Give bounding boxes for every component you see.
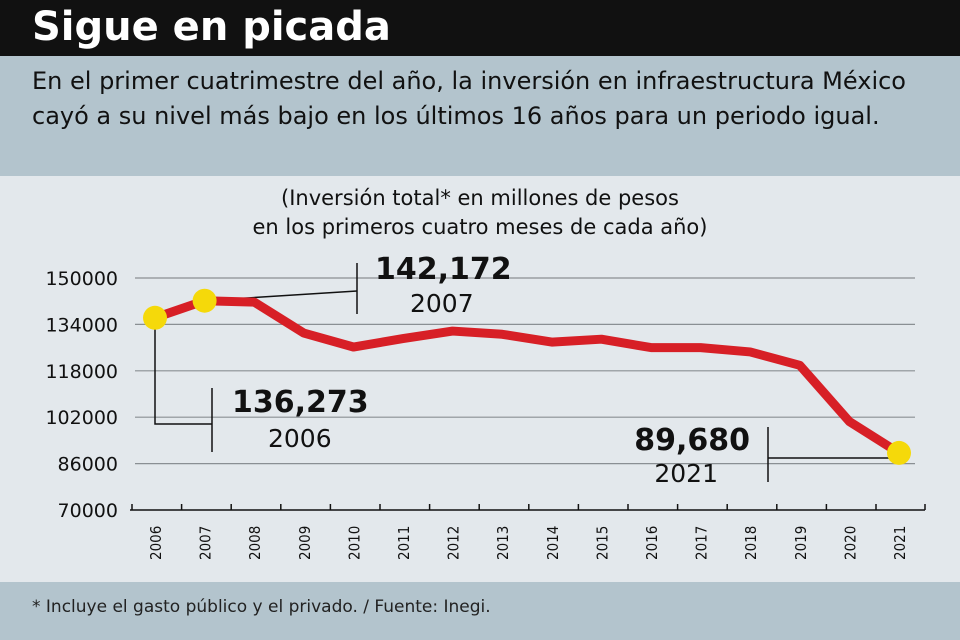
chart-title: Sigue en picada (32, 4, 391, 50)
x-tick-label: 2013 (494, 526, 512, 560)
annotation-year: 2007 (410, 289, 474, 318)
annotation-value: 89,680 (634, 423, 750, 458)
x-tick-label: 2007 (197, 526, 215, 560)
annotation-value: 136,273 (232, 385, 369, 420)
x-tick-label: 2014 (544, 526, 562, 560)
x-tick-label: 2015 (593, 526, 611, 560)
x-tick-label: 2016 (643, 526, 661, 560)
title-bar (0, 0, 960, 56)
chart-subtitle: En el primer cuatrimestre del año, la in… (32, 67, 906, 130)
data-marker (887, 440, 911, 465)
series-line (153, 296, 902, 457)
units-line-2: en los primeros cuatro meses de cada año… (252, 215, 708, 239)
y-tick-label: 102000 (45, 407, 118, 429)
y-tick-label: 118000 (45, 361, 118, 383)
annotation-year: 2021 (654, 459, 718, 488)
y-tick-label: 86000 (58, 454, 118, 476)
x-tick-label: 2017 (693, 526, 711, 560)
x-tick-label: 2006 (147, 526, 165, 560)
x-tick-label: 2012 (445, 526, 463, 560)
annotation-value: 142,172 (375, 252, 512, 287)
x-tick-label: 2019 (792, 526, 810, 560)
y-tick-label: 134000 (45, 314, 118, 336)
footer-band (0, 582, 960, 640)
x-tick-label: 2020 (841, 526, 859, 560)
data-marker (192, 288, 217, 313)
x-tick-label: 2009 (296, 526, 314, 560)
data-marker (143, 305, 167, 330)
footnote: * Incluye el gasto público y el privado.… (32, 597, 491, 617)
x-tick-label: 2011 (395, 526, 413, 560)
x-tick-label: 2021 (891, 526, 909, 560)
units-label: (Inversión total* en millones de pesos e… (0, 184, 960, 242)
annotation-year: 2006 (268, 424, 332, 453)
y-tick-label: 70000 (58, 500, 118, 522)
units-line-1: (Inversión total* en millones de pesos (281, 186, 679, 210)
subtitle-band (0, 56, 960, 176)
x-tick-label: 2008 (246, 526, 264, 560)
x-tick-label: 2018 (742, 526, 760, 560)
y-tick-label: 150000 (45, 268, 118, 290)
x-tick-label: 2010 (345, 526, 363, 560)
leader-2006 (154, 317, 212, 425)
